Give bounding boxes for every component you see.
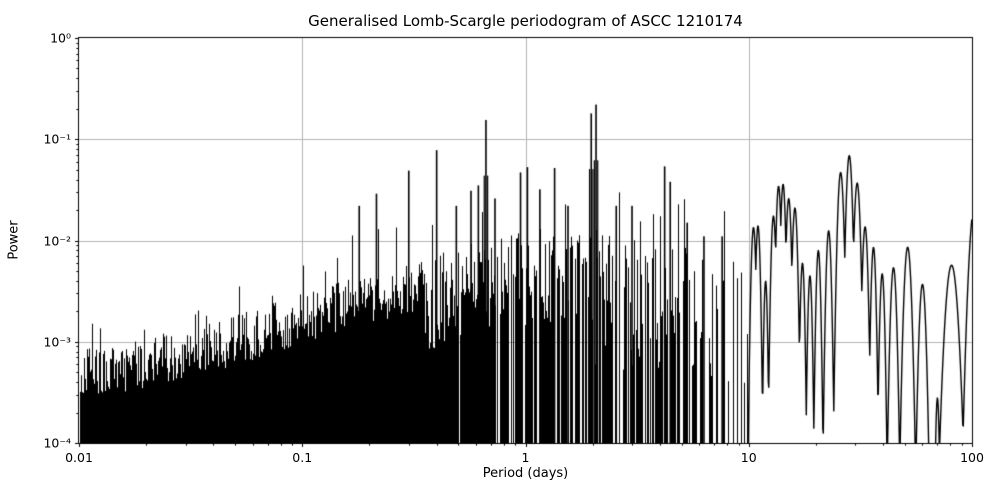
x-axis-label: Period (days): [482, 466, 569, 481]
x-tick-label: 0.1: [292, 450, 313, 465]
y-tick-label: 10⁻²: [43, 233, 71, 248]
chart-title: Generalised Lomb-Scargle periodogram of …: [308, 12, 743, 30]
y-tick-label: 10⁻¹: [43, 131, 71, 147]
x-tick-label: 100: [960, 450, 984, 465]
y-axis-label: Power: [6, 220, 22, 260]
y-tick-label: 10⁻³: [43, 334, 71, 350]
x-tick-label: 10: [740, 450, 757, 465]
x-tick-label: 0.01: [65, 450, 93, 465]
y-tick-label: 10⁻⁴: [43, 435, 71, 451]
x-tick-label: 1: [521, 450, 530, 465]
y-tick-label: 10⁰: [50, 30, 71, 46]
